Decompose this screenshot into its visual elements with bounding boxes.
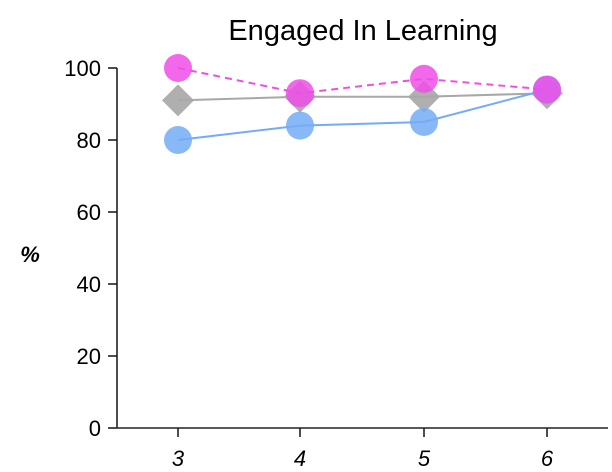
y-tick-label: 100 <box>64 56 101 81</box>
y-tick-label: 20 <box>77 344 101 369</box>
x-tick-label: 6 <box>541 446 554 471</box>
y-axis-label: % <box>20 242 40 267</box>
series-3-point <box>410 64 438 93</box>
series-2-point <box>410 108 438 136</box>
series-1-line <box>177 92 548 102</box>
x-tick-label: 3 <box>172 446 185 471</box>
series-layer <box>162 54 563 154</box>
axes: 0 20 40 60 80 100 3 4 5 6 <box>64 56 608 471</box>
x-tick-label: 5 <box>418 446 431 471</box>
y-tick-label: 60 <box>77 200 101 225</box>
y-tick-label: 80 <box>77 128 101 153</box>
y-tick-label: 40 <box>77 272 101 297</box>
series-3 <box>164 54 561 108</box>
series-3-line <box>177 67 548 95</box>
series-2 <box>164 75 561 154</box>
series-2-line <box>177 88 548 141</box>
series-3-point <box>164 54 192 82</box>
series-2-point <box>164 126 192 154</box>
y-tick-label: 0 <box>89 416 101 441</box>
series-1-point <box>162 84 194 117</box>
series-1 <box>162 77 563 117</box>
chart-title: Engaged In Learning <box>228 15 497 47</box>
x-tick-label: 4 <box>294 446 306 471</box>
series-3-point <box>533 75 561 104</box>
series-3-point <box>286 79 314 108</box>
series-2-point <box>286 111 314 140</box>
